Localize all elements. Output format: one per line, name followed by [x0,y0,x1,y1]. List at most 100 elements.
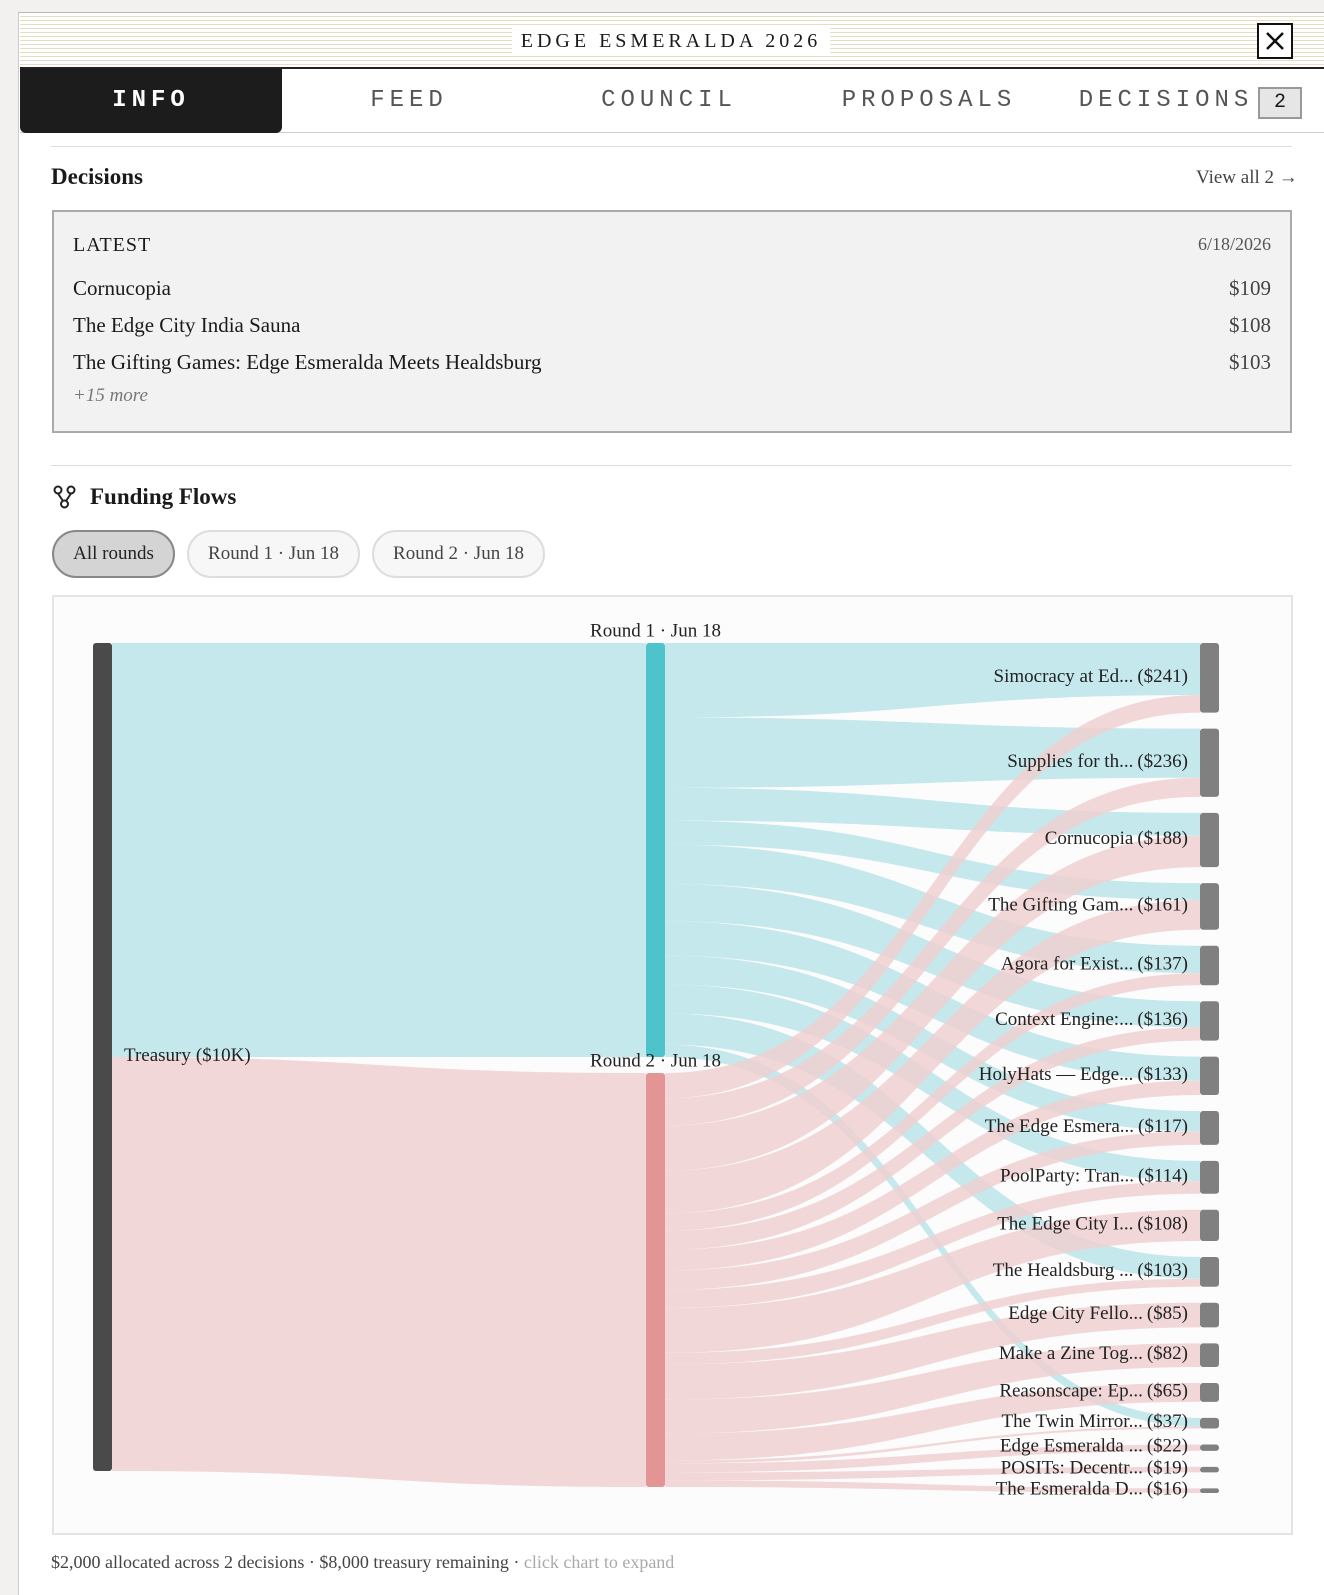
node-name: Reasonscape: Ep... [999,1381,1143,1402]
project-node [1200,1111,1219,1145]
divider [51,146,1292,147]
tab-decisions[interactable]: DECISIONS [1078,87,1254,114]
node-value: ($241) [1137,666,1188,687]
flow-link [665,643,1200,718]
project-node [1200,1343,1219,1368]
node-name: PoolParty: Tran... [1000,1166,1134,1187]
flow-link [665,1080,1200,1271]
flow-link [665,899,1200,1214]
filter-button[interactable]: Round 1 · Jun 18 [187,530,360,578]
node-name: The Healdsburg ... [993,1260,1134,1281]
project-node [1200,1160,1219,1194]
item-amount: $103 [1229,350,1271,374]
project-node [1200,1001,1219,1041]
flow-link [665,1181,1200,1309]
node-value: ($117) [1138,1116,1188,1137]
project-node [1200,883,1219,930]
node-value: ($161) [1137,895,1188,916]
project-label: Edge Esmeralda ... ($22) [1000,1436,1188,1457]
node-value: ($65) [1147,1381,1188,1402]
round-node [646,643,665,1057]
node-name: The Edge City I... [997,1214,1133,1235]
project-node [1200,1209,1219,1242]
latest-date: 6/18/2026 [1197,234,1271,254]
flow-link [665,777,1200,1126]
project-label: Simocracy at Ed... ($241) [994,666,1188,687]
hint[interactable]: click chart to expand [523,1552,675,1572]
project-label: Reasonscape: Ep... ($65) [999,1381,1188,1402]
node-name: The Gifting Gam... [988,895,1133,916]
project-label: Edge City Fello... ($85) [1008,1303,1188,1324]
node-name: HolyHats — Edge... [979,1064,1134,1085]
project-label: The Edge Esmera... ($117) [985,1116,1188,1137]
project-label: The Edge City I... ($108) [997,1214,1188,1235]
project-node [1200,1056,1219,1096]
header-title: EDGE ESMERALDA 2026 [512,28,830,54]
project-node [1200,1466,1219,1473]
flow-link [665,973,1200,1231]
tab-proposals[interactable]: PROPOSALS [841,87,1017,114]
node-name: Treasury [124,1045,191,1066]
flow-link [665,1383,1200,1461]
node-value: ($114) [1138,1166,1188,1187]
node-name: The Twin Mirror... [1002,1412,1143,1433]
project-label: Make a Zine Tog... ($82) [999,1344,1188,1365]
section-heading: Decisions [51,164,143,189]
item-name: The Edge City India Sauna [73,313,301,337]
decision-item: The Gifting Games: Edge Esmeralda Meets … [73,350,1271,375]
node-value: ($82) [1147,1344,1188,1365]
flow-link [665,1013,1200,1279]
node-name: Edge City Fello... [1008,1303,1143,1324]
project-node [1200,1302,1219,1328]
flow-link [665,1302,1200,1400]
flow-link [665,695,1200,1099]
node-value: ($137) [1137,954,1188,975]
close-button[interactable] [1257,23,1293,59]
node-value: ($103) [1137,1260,1188,1281]
item-name: The Gifting Games: Edge Esmeralda Meets … [73,350,542,374]
flow-link [665,984,1200,1182]
project-label: The Healdsburg ... ($103) [993,1260,1188,1281]
flow-link [665,1426,1200,1464]
flow-link [665,835,1200,1171]
project-label: Context Engine:... ($136) [995,1009,1188,1030]
project-node [1200,728,1219,797]
divider [51,465,1292,466]
tab-divider [20,132,1324,133]
node-value: ($16) [1147,1479,1188,1500]
more-link[interactable]: +15 more [73,385,148,406]
project-label: Supplies for th... ($236) [1007,751,1188,772]
project-node [1200,812,1219,868]
project-node [1200,1444,1219,1451]
links [112,643,1200,1493]
sankey-chart[interactable]: Treasury ($10K) Round 1 · Jun 18 Round 2 · … [52,595,1291,1533]
node-value: ($133) [1137,1064,1188,1085]
treasury-label: Treasury ($10K) [124,1045,251,1066]
project-label: HolyHats — Edge... ($133) [979,1064,1188,1085]
chart-footer: $2,000 allocated across 2 decisions · $8… [51,1552,674,1573]
project-label: The Twin Mirror... ($37) [1002,1412,1189,1433]
flow-link [665,1444,1200,1473]
tab-info[interactable]: INFO [20,69,282,133]
view-all-link[interactable]: View all 2 → [1196,167,1298,188]
flow-link [665,1466,1200,1481]
item-amount: $109 [1229,276,1271,300]
latest-header: LATEST 6/18/2026 [73,234,1271,257]
project-label: The Gifting Gam... ($161) [988,895,1188,916]
project-label: Cornucopia ($188) [1045,828,1188,849]
tab-feed[interactable]: FEED [370,87,448,114]
node-name: The Esmeralda D... [996,1479,1143,1500]
node-value: ($85) [1147,1303,1188,1324]
node-value: ($236) [1137,751,1188,772]
node-name: Cornucopia [1045,828,1134,849]
node-value: ($136) [1137,1009,1188,1030]
filter-button[interactable]: Round 2 · Jun 18 [372,530,545,578]
item-name: Cornucopia [73,276,171,300]
filter-button[interactable]: All rounds [52,530,175,578]
round-node [646,1073,665,1487]
project-node [1200,945,1219,986]
node-value: ($108) [1137,1214,1188,1235]
tab-council[interactable]: COUNCIL [601,87,737,114]
flow-link [665,1027,1200,1250]
